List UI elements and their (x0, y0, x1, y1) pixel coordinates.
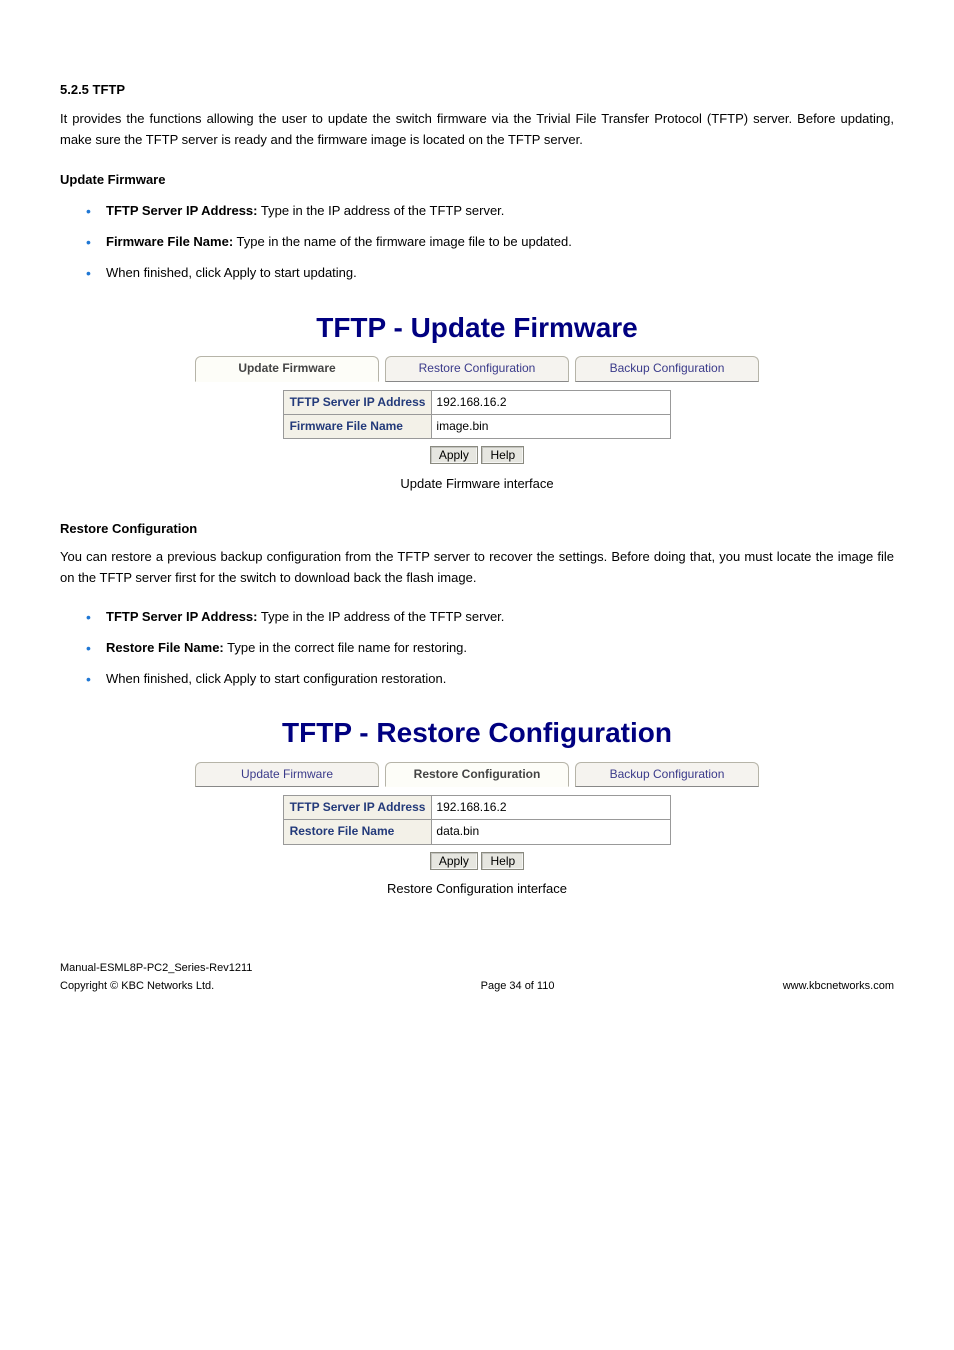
restore-tabs: Update Firmware Restore Configuration Ba… (60, 762, 894, 787)
restore-intro: You can restore a previous backup config… (60, 547, 894, 589)
update-firmware-list: TFTP Server IP Address: Type in the IP a… (60, 201, 894, 283)
restore-heading: Restore Configuration (60, 519, 894, 540)
file-label: Restore File Name (283, 820, 432, 844)
list-item-bold: Firmware File Name: (106, 234, 233, 249)
apply-button[interactable]: Apply (430, 852, 478, 870)
restore-caption: Restore Configuration interface (60, 879, 894, 900)
list-item: When finished, click Apply to start upda… (86, 263, 894, 284)
restore-file-input[interactable] (432, 822, 670, 840)
list-item-text: Type in the IP address of the TFTP serve… (258, 609, 505, 624)
list-item: Firmware File Name: Type in the name of … (86, 232, 894, 253)
update-firmware-buttons: Apply Help (60, 445, 894, 466)
tab-restore-configuration[interactable]: Restore Configuration (385, 762, 569, 787)
footer-page: Page 34 of 110 (481, 978, 555, 996)
footer-copyright: Copyright © KBC Networks Ltd. (60, 980, 214, 992)
list-item: When finished, click Apply to start conf… (86, 669, 894, 690)
footer-url: www.kbcnetworks.com (783, 978, 894, 996)
update-firmware-title: TFTP - Update Firmware (60, 306, 894, 351)
section-heading: 5.2.5 TFTP (60, 80, 894, 101)
list-item: TFTP Server IP Address: Type in the IP a… (86, 607, 894, 628)
tab-restore-configuration[interactable]: Restore Configuration (385, 356, 569, 381)
tab-backup-configuration[interactable]: Backup Configuration (575, 762, 759, 787)
footer-manual: Manual-ESML8P-PC2_Series-Rev1211 (60, 962, 252, 974)
list-item-bold: Restore File Name: (106, 640, 224, 655)
update-firmware-tabs: Update Firmware Restore Configuration Ba… (60, 356, 894, 381)
ip-input[interactable] (432, 393, 670, 411)
ip-label: TFTP Server IP Address (283, 796, 432, 820)
update-firmware-heading: Update Firmware (60, 170, 894, 191)
apply-button[interactable]: Apply (430, 446, 478, 464)
tab-update-firmware[interactable]: Update Firmware (195, 356, 379, 381)
file-label: Firmware File Name (283, 414, 432, 438)
help-button[interactable]: Help (481, 852, 524, 870)
update-firmware-caption: Update Firmware interface (60, 474, 894, 495)
page-footer: Manual-ESML8P-PC2_Series-Rev1211 Copyrig… (60, 960, 894, 995)
section-intro: It provides the functions allowing the u… (60, 109, 894, 151)
tab-update-firmware[interactable]: Update Firmware (195, 762, 379, 787)
list-item: TFTP Server IP Address: Type in the IP a… (86, 201, 894, 222)
help-button[interactable]: Help (481, 446, 524, 464)
list-item-text: Type in the correct file name for restor… (224, 640, 467, 655)
restore-title: TFTP - Restore Configuration (60, 711, 894, 756)
list-item: Restore File Name: Type in the correct f… (86, 638, 894, 659)
tab-backup-configuration[interactable]: Backup Configuration (575, 356, 759, 381)
list-item-bold: TFTP Server IP Address: (106, 203, 258, 218)
list-item-text: When finished, click Apply to start upda… (106, 265, 357, 280)
restore-form: TFTP Server IP Address Restore File Name (283, 795, 672, 844)
restore-list: TFTP Server IP Address: Type in the IP a… (60, 607, 894, 689)
list-item-text: Type in the IP address of the TFTP serve… (258, 203, 505, 218)
list-item-bold: TFTP Server IP Address: (106, 609, 258, 624)
update-firmware-form: TFTP Server IP Address Firmware File Nam… (283, 390, 672, 439)
list-item-text: When finished, click Apply to start conf… (106, 671, 446, 686)
list-item-text: Type in the name of the firmware image f… (233, 234, 572, 249)
restore-buttons: Apply Help (60, 851, 894, 872)
ip-label: TFTP Server IP Address (283, 390, 432, 414)
ip-input[interactable] (432, 798, 670, 816)
firmware-file-input[interactable] (432, 417, 670, 435)
